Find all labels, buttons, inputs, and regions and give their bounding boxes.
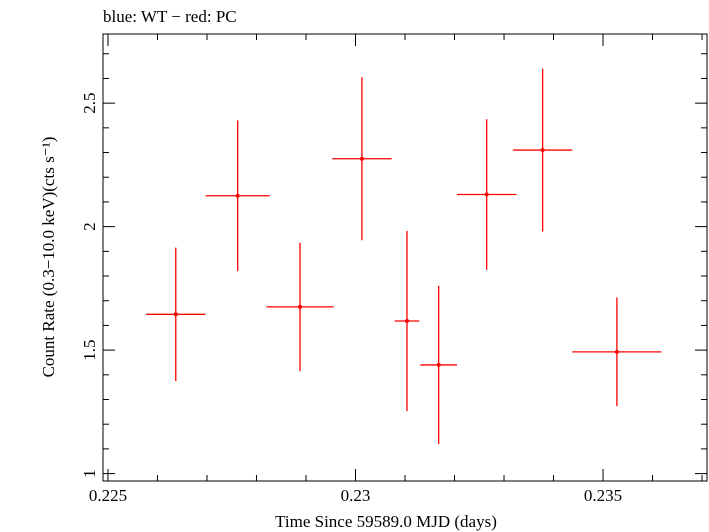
- axis-tick-labels: 0.225 0.23 0.235 1 1.5 2 2.5: [80, 93, 622, 505]
- data-marker: [235, 193, 240, 198]
- x-tick-label: 0.23: [341, 486, 371, 505]
- data-marker: [484, 192, 489, 197]
- data-marker: [173, 312, 178, 317]
- data-point: [146, 247, 206, 381]
- x-tick-label: 0.225: [89, 486, 127, 505]
- data-series: [146, 68, 662, 444]
- y-tick-label: 1.5: [80, 339, 99, 360]
- data-marker: [298, 304, 303, 309]
- data-point: [456, 119, 517, 270]
- data-point: [266, 242, 334, 372]
- axis-ticks: [103, 34, 707, 481]
- y-axis-label: Count Rate (0.3−10.0 keV)(cts s⁻¹): [39, 137, 58, 378]
- y-tick-label: 1: [80, 469, 99, 478]
- data-marker: [404, 318, 409, 323]
- y-tick-label: 2.5: [80, 93, 99, 114]
- data-point: [332, 77, 392, 241]
- data-marker: [614, 349, 619, 354]
- chart-title: blue: WT − red: PC: [103, 7, 237, 26]
- data-marker: [436, 362, 441, 367]
- data-marker: [540, 148, 545, 153]
- data-point: [394, 230, 420, 412]
- data-point: [572, 297, 662, 407]
- data-point: [205, 120, 270, 272]
- data-point: [512, 68, 573, 232]
- data-marker: [359, 156, 364, 161]
- x-tick-label: 0.235: [584, 486, 622, 505]
- plot-frame: [102, 33, 708, 482]
- x-axis-label: Time Since 59589.0 MJD (days): [275, 512, 497, 531]
- y-tick-label: 2: [80, 222, 99, 231]
- data-point: [420, 285, 457, 444]
